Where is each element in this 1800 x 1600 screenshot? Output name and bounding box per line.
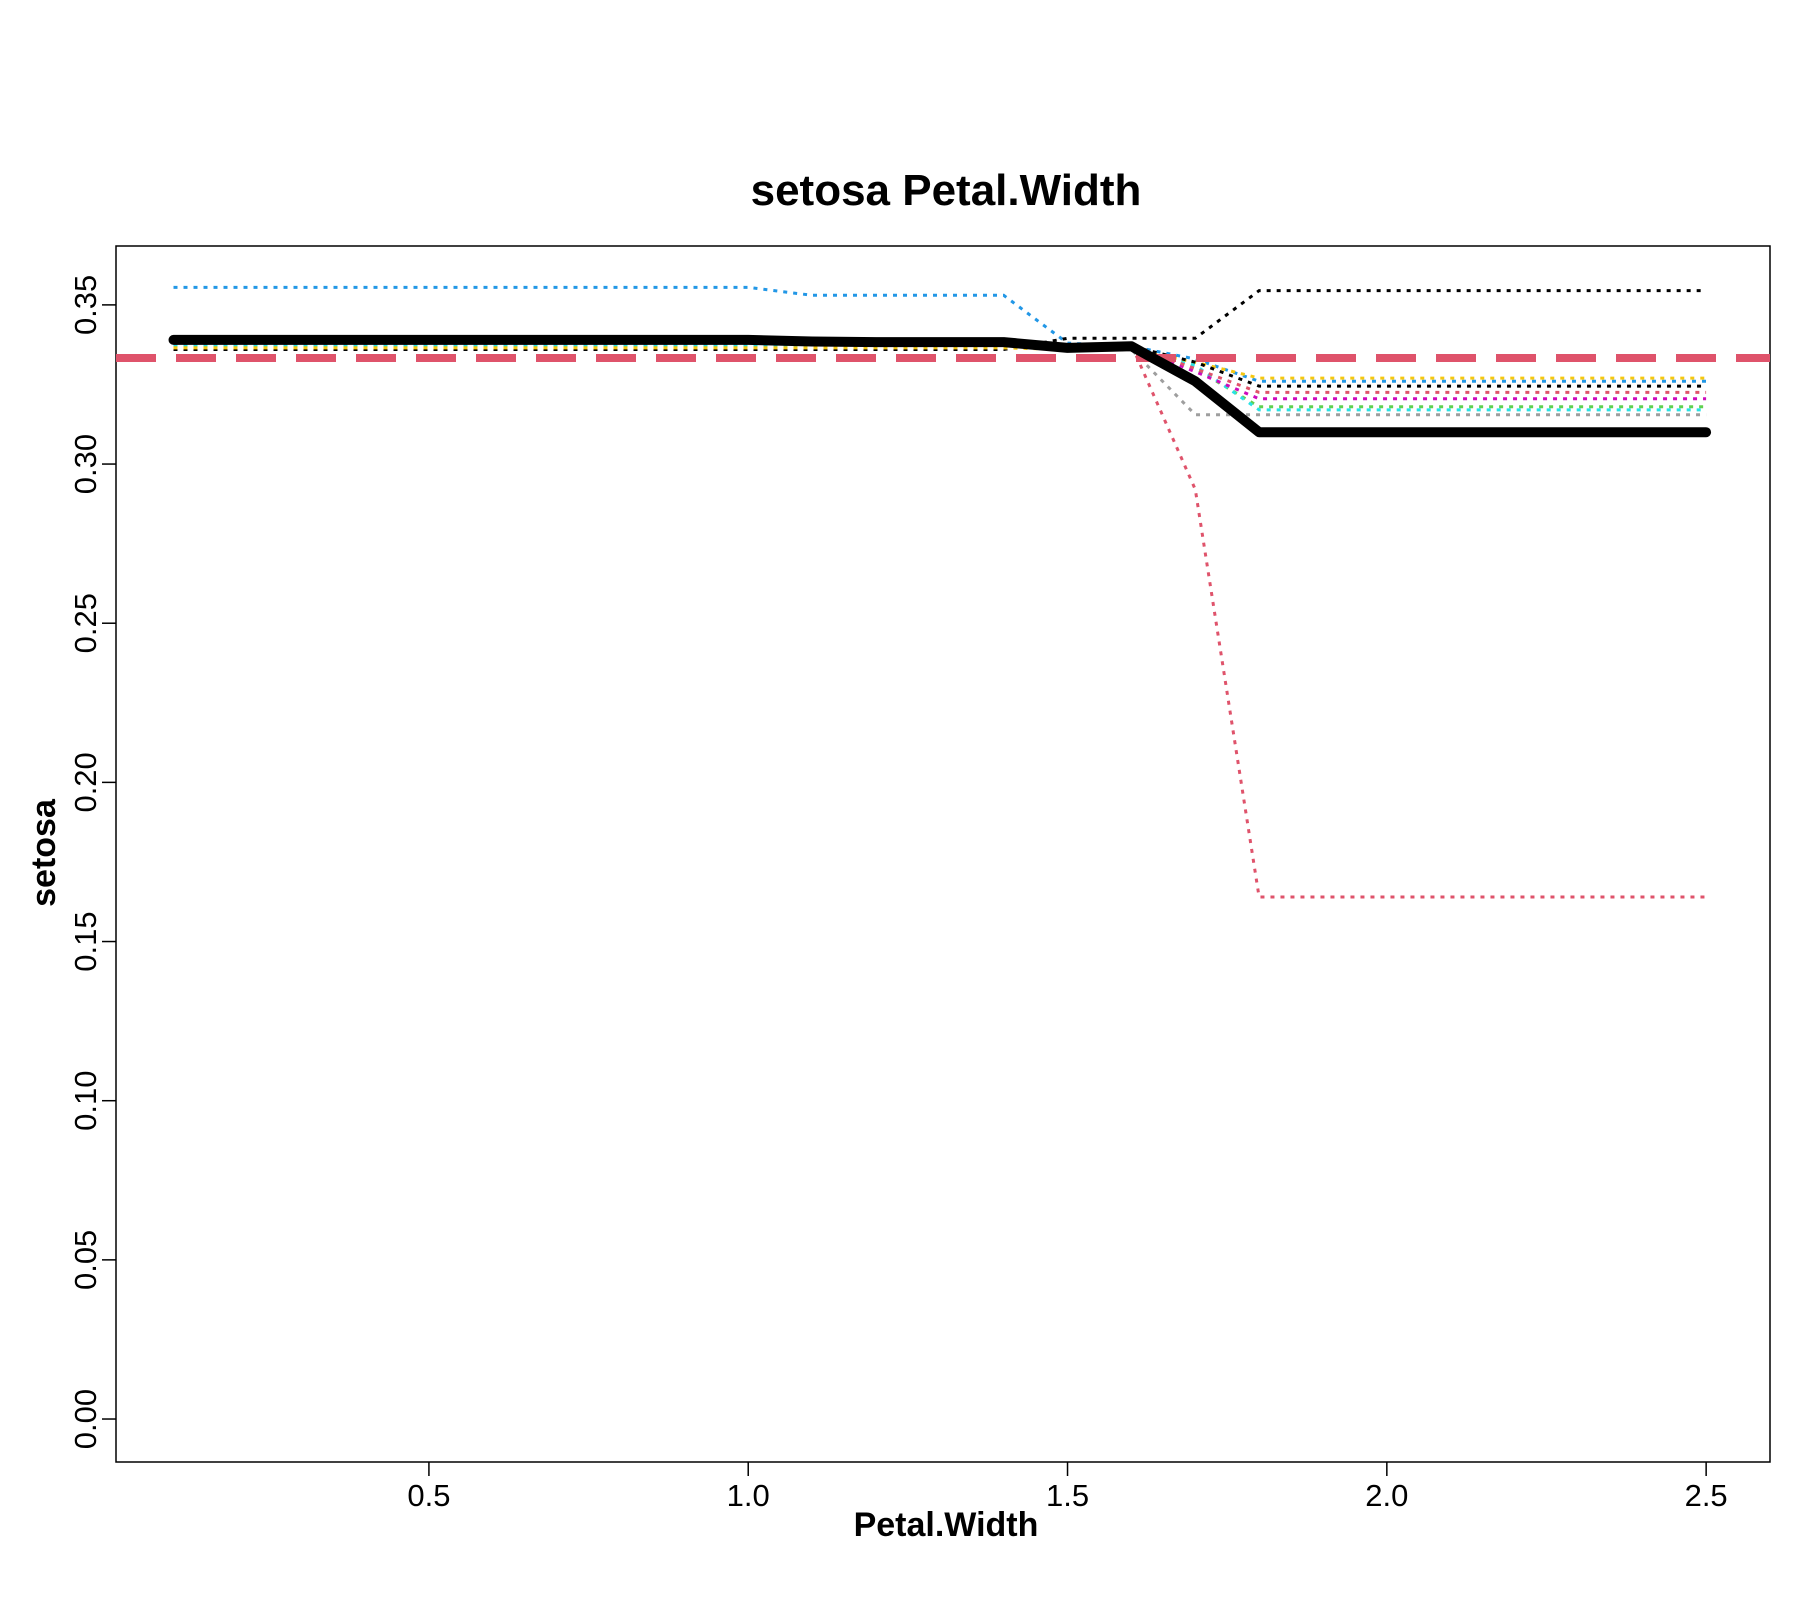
y-tick-label: 0.10	[68, 1071, 103, 1131]
series-line-6	[173, 343, 1707, 412]
y-tick-label: 0.35	[68, 275, 103, 335]
series-line-7	[173, 341, 1707, 401]
y-tick-label: 0.15	[68, 911, 103, 971]
x-axis-label: Petal.Width	[854, 1506, 1039, 1544]
chart-title: setosa Petal.Width	[751, 166, 1142, 215]
x-tick-label: 2.5	[1685, 1478, 1728, 1513]
y-tick-label: 0.30	[68, 434, 103, 494]
series-line-10	[173, 340, 1707, 388]
series-line-8	[173, 346, 1707, 380]
mean-line	[168, 334, 1712, 438]
series-line-5	[173, 343, 1707, 409]
series-line-4	[173, 344, 1707, 417]
plot-frame	[115, 245, 1771, 1463]
x-tick-label: 1.5	[1046, 1478, 1089, 1513]
y-axis-label: setosa	[25, 798, 63, 907]
x-axis: 0.5 1.0 1.5 2.0 2.5	[407, 1462, 1728, 1513]
x-tick-label: 0.5	[407, 1478, 450, 1513]
x-tick-label: 2.0	[1365, 1478, 1408, 1513]
series-line-1	[173, 285, 1707, 383]
y-tick-label: 0.00	[68, 1389, 103, 1449]
y-tick-label: 0.25	[68, 593, 103, 653]
y-tick-label: 0.20	[68, 752, 103, 812]
series-layer	[116, 285, 1770, 899]
series-line-9	[173, 341, 1707, 394]
y-axis: 0.00 0.05 0.10 0.15 0.20 0.25 0.30 0.35	[68, 275, 116, 1449]
x-tick-label: 1.0	[727, 1478, 770, 1513]
y-tick-label: 0.05	[68, 1230, 103, 1290]
series-line-3	[173, 343, 1707, 899]
